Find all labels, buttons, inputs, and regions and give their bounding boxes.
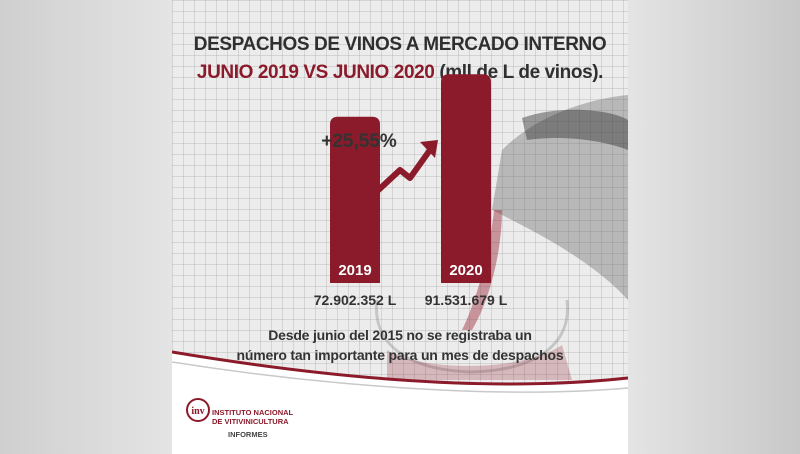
informes-label: INFORMES [228, 430, 268, 439]
institution-name: INSTITUTO NACIONAL DE VITIVINICULTURA [212, 408, 293, 426]
bar-2020 [441, 74, 491, 283]
footnote-line1: Desde junio del 2015 no se registraba un [268, 327, 532, 343]
svg-text:inv: inv [191, 406, 204, 417]
right-blurred-background [628, 0, 800, 454]
institution-name-line1: INSTITUTO NACIONAL [212, 408, 294, 417]
inv-logo-icon: inv [186, 398, 210, 422]
left-blurred-background [0, 0, 172, 454]
growth-arrow-head [420, 140, 438, 158]
value-label-2020: 91.531.679 L [425, 292, 508, 308]
growth-arrow [369, 148, 433, 199]
wine-glass-background-art [172, 95, 628, 454]
chart-title-line1: DESPACHOS DE VINOS A MERCADO INTERNO [193, 34, 607, 55]
footnote-line2: número tan importante para un mes de des… [236, 347, 564, 363]
chart-title-highlight: JUNIO 2019 VS JUNIO 2020 [196, 62, 435, 83]
institution-name-line2: DE VITIVINICULTURA [212, 417, 289, 426]
growth-annotation: +25,55% [321, 131, 397, 152]
footnote: Desde junio del 2015 no se registraba un… [172, 325, 628, 365]
category-label-2019: 2019 [338, 262, 371, 279]
category-label-2020: 2020 [449, 262, 482, 279]
infographic-card: DESPACHOS DE VINOS A MERCADO INTERNO JUN… [172, 0, 628, 454]
bar-chart: 2019 72.902.352 L 2020 91.531.679 L +25,55% [314, 74, 508, 308]
bar-2019 [330, 116, 380, 283]
value-label-2019: 72.902.352 L [314, 292, 397, 308]
